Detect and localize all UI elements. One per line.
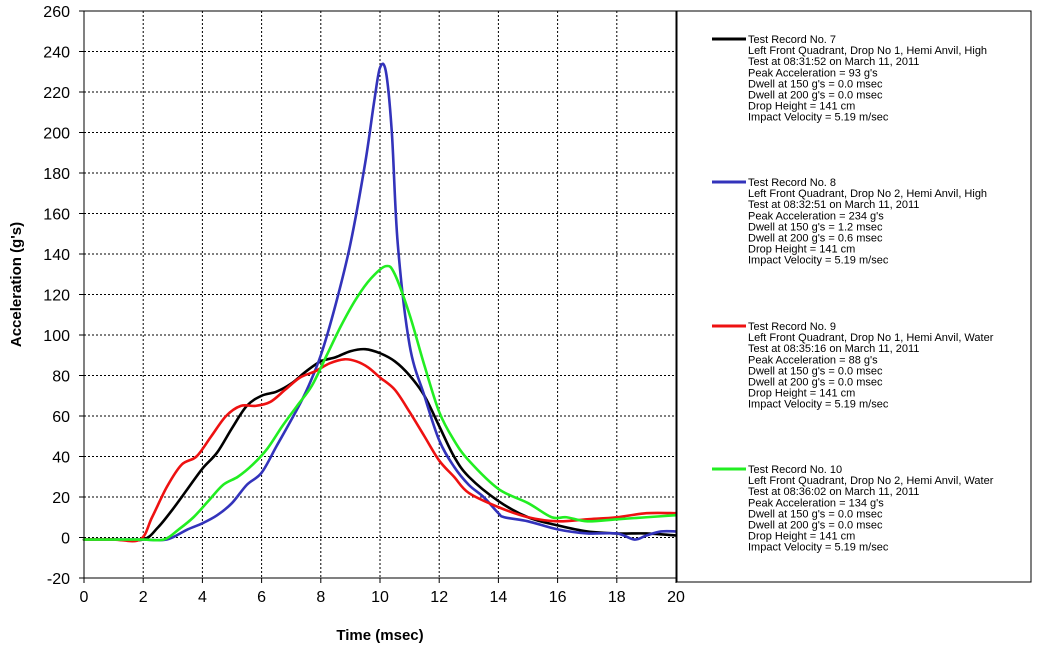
legend-detail-line: Left Front Quadrant, Drop No 1, Hemi Anv… bbox=[748, 332, 994, 344]
legend-detail-line: Drop Height = 141 cm bbox=[748, 388, 855, 400]
y-tick-label: 20 bbox=[52, 490, 70, 507]
x-tick-label: 2 bbox=[139, 589, 148, 606]
series-line-4 bbox=[82, 264, 678, 542]
legend-detail-line: Test at 08:32:51 on March 11, 2011 bbox=[748, 199, 919, 211]
y-tick-label: -20 bbox=[47, 571, 70, 588]
x-tick-label: 4 bbox=[198, 589, 207, 606]
legend-detail-line: Test at 08:31:52 on March 11, 2011 bbox=[748, 56, 919, 68]
y-tick-label: 60 bbox=[52, 409, 70, 426]
y-tick-label: 220 bbox=[43, 85, 70, 102]
y-axis-title: Acceleration (g's) bbox=[8, 222, 25, 347]
x-axis-title: Time (msec) bbox=[336, 627, 423, 644]
x-tick-label: 14 bbox=[490, 589, 508, 606]
legend-detail-line: Left Front Quadrant, Drop No 2, Hemi Anv… bbox=[748, 475, 994, 487]
legend-detail-line: Drop Height = 141 cm bbox=[748, 244, 855, 256]
legend-detail-line: Dwell at 200 g's = 0.0 msec bbox=[748, 377, 883, 389]
legend-detail-line: Peak Acceleration = 234 g's bbox=[748, 210, 884, 222]
legend-series-name: Test Record No. 8 bbox=[748, 177, 836, 189]
legend-detail-line: Dwell at 200 g's = 0.6 msec bbox=[748, 233, 883, 245]
y-tick-label: 120 bbox=[43, 288, 70, 305]
x-tick-label: 6 bbox=[257, 589, 266, 606]
legend-series-name: Test Record No. 9 bbox=[748, 321, 836, 333]
x-tick-label: 18 bbox=[608, 589, 626, 606]
legend-detail-line: Impact Velocity = 5.19 m/sec bbox=[748, 112, 889, 124]
x-tick-label: 8 bbox=[316, 589, 325, 606]
legend-detail-line: Test at 08:35:16 on March 11, 2011 bbox=[748, 343, 919, 355]
y-tick-label: 100 bbox=[43, 328, 70, 345]
y-tick-label: 40 bbox=[52, 450, 70, 467]
legend-detail-line: Peak Acceleration = 93 g's bbox=[748, 67, 878, 79]
legend-detail-line: Test at 08:36:02 on March 11, 2011 bbox=[748, 486, 919, 498]
legend-detail-line: Impact Velocity = 5.19 m/sec bbox=[748, 399, 889, 411]
legend-detail-line: Left Front Quadrant, Drop No 2, Hemi Anv… bbox=[748, 188, 987, 200]
x-tick-label: 0 bbox=[80, 589, 89, 606]
legend-detail-line: Left Front Quadrant, Drop No 1, Hemi Anv… bbox=[748, 45, 987, 57]
legend-series-name: Test Record No. 7 bbox=[748, 34, 836, 46]
legend-detail-line: Peak Acceleration = 134 g's bbox=[748, 497, 884, 509]
legend-detail-line: Impact Velocity = 5.19 m/sec bbox=[748, 255, 889, 267]
y-tick-label: 260 bbox=[43, 4, 70, 21]
y-tick-label: 160 bbox=[43, 207, 70, 224]
legend-detail-line: Drop Height = 141 cm bbox=[748, 101, 855, 113]
plot-border bbox=[83, 10, 677, 579]
tick-labels: 0 2 4 6 8 10 12 14 16 18 20 -20 0 20 40 60 80 100 120 140 16… bbox=[43, 4, 685, 606]
legend-detail-line: Dwell at 150 g's = 0.0 msec bbox=[748, 508, 883, 520]
series-lines bbox=[82, 62, 678, 543]
x-tick-label: 10 bbox=[371, 589, 389, 606]
legend-detail-line: Dwell at 150 g's = 1.2 msec bbox=[748, 221, 883, 233]
y-tick-label: 140 bbox=[43, 247, 70, 264]
y-tick-label: 200 bbox=[43, 126, 70, 143]
legend-series-name: Test Record No. 10 bbox=[748, 464, 842, 476]
legend-detail-line: Drop Height = 141 cm bbox=[748, 531, 855, 543]
x-tick-label: 20 bbox=[667, 589, 685, 606]
series-line-2 bbox=[82, 62, 678, 542]
legend-detail-line: Dwell at 200 g's = 0.0 msec bbox=[748, 90, 883, 102]
y-tick-label: 180 bbox=[43, 166, 70, 183]
y-tick-label: 0 bbox=[61, 531, 70, 548]
x-tick-label: 12 bbox=[430, 589, 448, 606]
series-line-3 bbox=[82, 357, 678, 543]
legend-detail-line: Dwell at 200 g's = 0.0 msec bbox=[748, 520, 883, 532]
y-tick-label: 80 bbox=[52, 369, 70, 386]
legend-box bbox=[676, 10, 1032, 583]
legend-detail-line: Peak Acceleration = 88 g's bbox=[748, 354, 878, 366]
gridlines bbox=[79, 10, 677, 583]
legend-detail-line: Dwell at 150 g's = 0.0 msec bbox=[748, 365, 883, 377]
x-tick-label: 16 bbox=[549, 589, 567, 606]
legend-detail-line: Dwell at 150 g's = 0.0 msec bbox=[748, 78, 883, 90]
legend-detail-line: Impact Velocity = 5.19 m/sec bbox=[748, 542, 889, 554]
y-tick-label: 240 bbox=[43, 45, 70, 62]
